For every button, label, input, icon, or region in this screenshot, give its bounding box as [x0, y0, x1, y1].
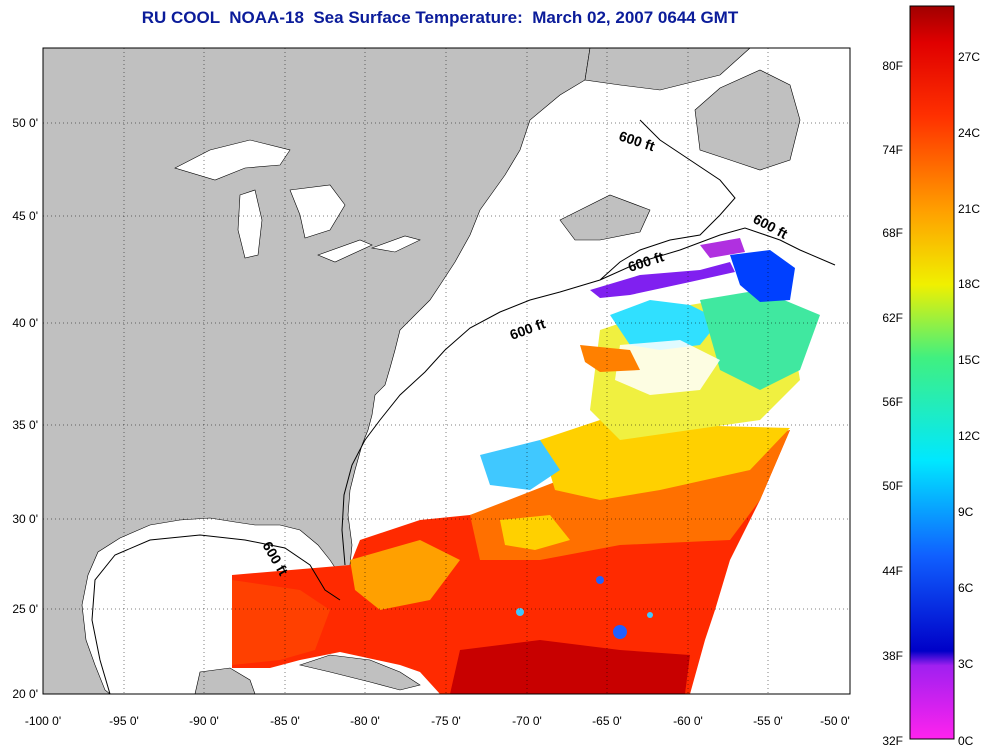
lon-tick: -65 0': [592, 714, 622, 728]
lat-tick: 30 0': [12, 512, 38, 526]
sst-swath: [232, 238, 820, 694]
latitude-axis: 50 0' 45 0' 40 0' 35 0' 30 0' 25 0' 20 0…: [12, 116, 38, 701]
lon-tick: -95 0': [109, 714, 139, 728]
fahrenheit-tick: 32F: [882, 734, 903, 748]
lon-tick: -80 0': [350, 714, 380, 728]
celsius-tick: 27C: [958, 50, 980, 64]
lat-tick: 35 0': [12, 418, 38, 432]
celsius-tick: 3C: [958, 657, 974, 671]
lon-tick: -70 0': [512, 714, 542, 728]
great-lake-huron: [289, 184, 346, 239]
fahrenheit-tick: 62F: [882, 311, 903, 325]
land-cuba: [298, 654, 421, 691]
land-newfoundland: [694, 69, 801, 171]
celsius-tick: 18C: [958, 277, 980, 291]
lon-tick: -60 0': [673, 714, 703, 728]
fahrenheit-tick: 44F: [882, 564, 903, 578]
celsius-tick: 21C: [958, 202, 980, 216]
fahrenheit-tick: 74F: [882, 143, 903, 157]
great-lake-michigan: [237, 189, 263, 259]
lon-tick: -85 0': [270, 714, 300, 728]
celsius-tick: 6C: [958, 581, 974, 595]
colorbar-fahrenheit-ticks: 80F 74F 68F 62F 56F 50F 44F 38F 32F: [882, 59, 903, 748]
lat-tick: 20 0': [12, 687, 38, 701]
fahrenheit-tick: 50F: [882, 479, 903, 493]
land-maritimes: [559, 194, 651, 241]
map-title: RU COOL NOAA-18 Sea Surface Temperature:…: [141, 8, 739, 27]
lat-tick: 40 0': [12, 316, 38, 330]
graticule: [43, 48, 850, 694]
lon-tick: -50 0': [820, 714, 850, 728]
lon-tick: -55 0': [753, 714, 783, 728]
isobath-600ft-line: [91, 119, 836, 695]
celsius-tick: 12C: [958, 429, 980, 443]
fahrenheit-tick: 38F: [882, 649, 903, 663]
lon-tick: -90 0': [189, 714, 219, 728]
lat-tick: 50 0': [12, 116, 38, 130]
great-lake-ontario: [370, 235, 421, 253]
fahrenheit-tick: 80F: [882, 59, 903, 73]
fahrenheit-tick: 56F: [882, 395, 903, 409]
fahrenheit-tick: 68F: [882, 226, 903, 240]
colorbar: [909, 5, 955, 740]
lon-tick: -75 0': [431, 714, 461, 728]
lat-tick: 25 0': [12, 602, 38, 616]
great-lake-superior: [174, 139, 291, 181]
map-border: [42, 47, 851, 695]
longitude-axis: -100 0' -95 0' -90 0' -85 0' -80 0' -75 …: [25, 714, 850, 728]
land-north-america: [42, 47, 591, 695]
celsius-tick: 0C: [958, 734, 974, 748]
colorbar-celsius-ticks: 27C 24C 21C 18C 15C 12C 9C 6C 3C 0C: [958, 50, 980, 748]
celsius-tick: 9C: [958, 505, 974, 519]
lat-tick: 45 0': [12, 209, 38, 223]
lon-tick: -100 0': [25, 714, 61, 728]
celsius-tick: 15C: [958, 353, 980, 367]
great-lake-erie: [317, 239, 373, 263]
celsius-tick: 24C: [958, 126, 980, 140]
